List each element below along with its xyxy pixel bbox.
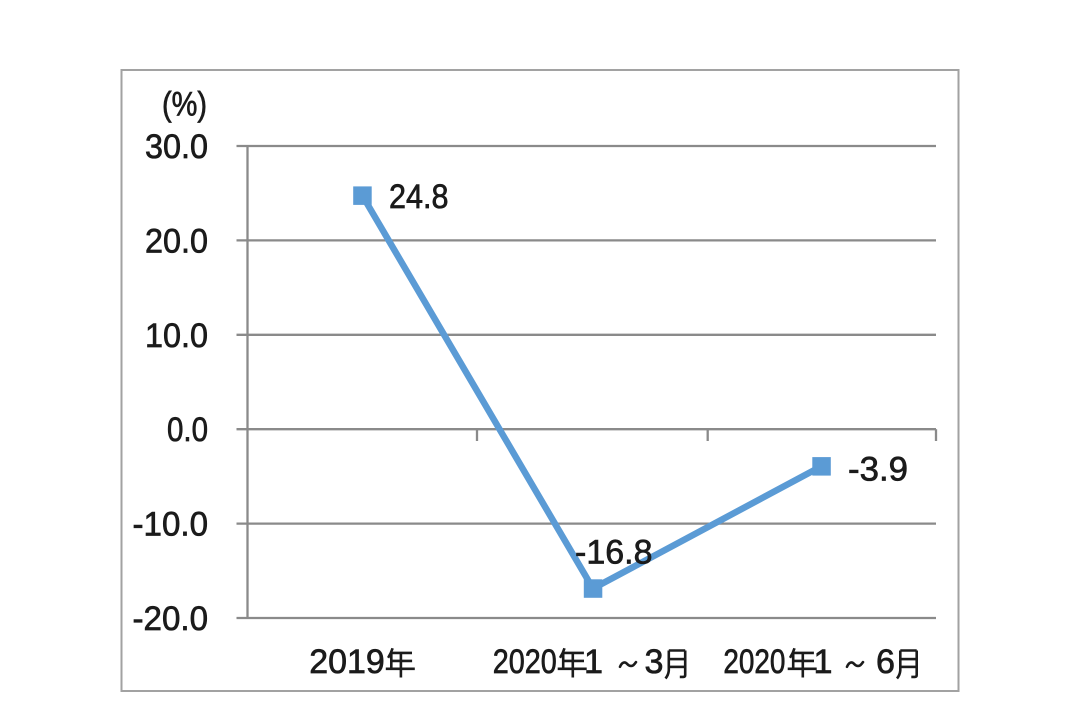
svg-text:-10.0: -10.0 xyxy=(133,506,209,544)
svg-text:24.8: 24.8 xyxy=(389,178,449,216)
svg-text:2019: 2019 xyxy=(309,643,385,681)
svg-text:2020: 2020 xyxy=(493,643,557,681)
svg-text:-16.8: -16.8 xyxy=(575,534,653,572)
svg-text:10.0: 10.0 xyxy=(145,317,208,355)
svg-text:3: 3 xyxy=(645,643,664,681)
svg-text:-20.0: -20.0 xyxy=(133,600,209,638)
svg-text:2020: 2020 xyxy=(723,643,785,681)
svg-text:1: 1 xyxy=(584,643,603,681)
svg-text:30.0: 30.0 xyxy=(145,128,208,166)
svg-text:6: 6 xyxy=(876,643,895,681)
svg-text:1: 1 xyxy=(814,643,833,681)
svg-text:20.0: 20.0 xyxy=(145,222,208,260)
svg-text:0.0: 0.0 xyxy=(167,411,208,449)
svg-text:-3.9: -3.9 xyxy=(848,451,908,489)
svg-text:(%): (%) xyxy=(162,86,207,124)
